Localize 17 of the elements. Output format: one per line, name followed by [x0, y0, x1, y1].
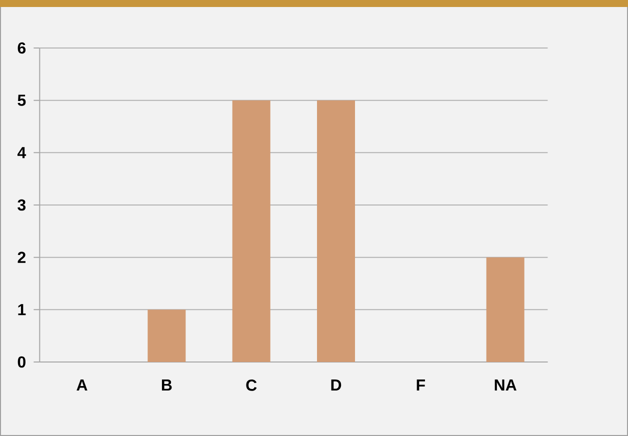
bar — [317, 100, 356, 362]
y-tick-label: 1 — [18, 304, 26, 316]
y-tick-label: 5 — [18, 94, 26, 106]
x-tick-label: F — [416, 380, 425, 391]
bar — [232, 100, 270, 362]
x-tick-label: C — [246, 380, 257, 391]
y-tick-label: 0 — [18, 356, 26, 368]
y-tick-label: 2 — [18, 252, 26, 263]
bar — [486, 257, 524, 362]
bar — [148, 310, 186, 362]
x-tick-label: A — [76, 380, 88, 391]
y-tick-label: 4 — [17, 147, 26, 158]
y-tick-label: 6 — [18, 42, 26, 54]
x-tick-label: D — [331, 380, 342, 391]
x-tick-label: B — [162, 380, 172, 391]
x-tick-label: NA — [494, 380, 516, 391]
y-tick-label: 3 — [18, 199, 26, 211]
